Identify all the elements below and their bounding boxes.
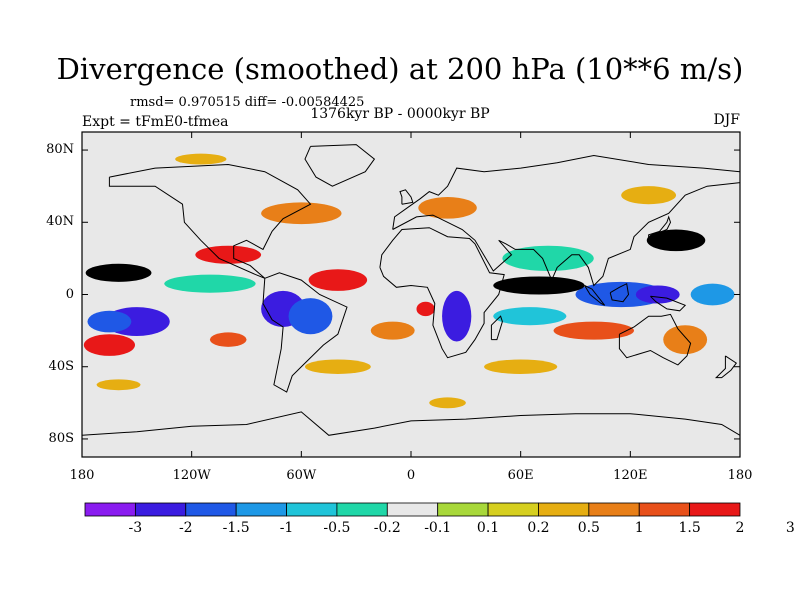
lon-label-6: 180: [727, 468, 753, 483]
lon-label-2: 60W: [286, 468, 317, 483]
axis-ticks: [81, 132, 741, 457]
colorbar-swatch-4: [286, 502, 338, 517]
field-blob-1: [87, 310, 132, 333]
coastline-australia: [618, 313, 692, 366]
colorbar-label-2: -1.5: [222, 520, 250, 536]
coastline-new-zealand: [714, 355, 738, 379]
colorbar-swatch-12: [689, 502, 741, 517]
colorbar-swatch-2: [185, 502, 237, 517]
lon-label-5: 120E: [613, 468, 648, 483]
field-blob-15: [493, 276, 585, 295]
field-blob-7: [690, 283, 735, 306]
field-blob-13: [195, 245, 262, 264]
colorbar-label-6: -0.1: [424, 520, 452, 536]
colorbar-label-10: 1: [634, 520, 644, 536]
divergence-field: [83, 153, 735, 409]
coastline-africa: [379, 227, 505, 359]
colorbar-swatch-9: [538, 502, 590, 517]
coastline-new-guinea: [650, 295, 687, 312]
colorbar-label-11: 1.5: [678, 520, 701, 536]
field-blob-27: [304, 359, 371, 374]
coastline-greenland: [304, 144, 376, 187]
field-blob-24: [418, 197, 477, 219]
lon-label-3: 0: [406, 468, 416, 483]
lat-label-3: 40S: [48, 358, 74, 374]
coastline-sumatra: [584, 285, 606, 306]
field-blob-12: [85, 263, 152, 282]
field-blob-26: [175, 153, 227, 165]
colorbar-swatch-1: [134, 502, 187, 517]
field-blob-21: [663, 325, 708, 355]
field-blob-11: [502, 215, 613, 237]
field-blob-22: [370, 321, 415, 340]
colorbar-label-9: 0.5: [577, 520, 600, 536]
colorbar-swatch-10: [588, 502, 640, 517]
colorbar-swatch-0: [84, 502, 136, 517]
colorbar-label-1: -2: [178, 520, 193, 536]
field-blob-30: [96, 379, 141, 391]
experiment-label: Expt = tFmE0-tfmea: [82, 114, 229, 130]
time-period-label: 1376kyr BP - 0000kyr BP: [310, 106, 490, 122]
lon-label-0: 180: [69, 468, 95, 483]
coastline-indonesia-borneo: [609, 282, 630, 303]
coastline-antarctica: [82, 411, 740, 436]
chart-title: Divergence (smoothed) at 200 hPa (10**6 …: [56, 52, 744, 86]
coastline-japan: [648, 215, 672, 239]
field-blob-17: [416, 301, 435, 317]
coastline-eurasia: [392, 154, 740, 287]
field-blob-10: [502, 245, 594, 272]
field-blob-28: [484, 359, 558, 374]
field-blob-25: [621, 186, 677, 205]
coastline-madagascar: [490, 315, 503, 341]
colorbar-label-12: 2: [735, 520, 745, 536]
lon-label-4: 60E: [507, 468, 534, 483]
coastline-uk: [399, 189, 414, 205]
season-label: DJF: [713, 112, 740, 128]
lat-label-0: 80N: [46, 142, 74, 158]
field-blob-8: [164, 274, 256, 293]
field-blob-20: [553, 321, 634, 340]
field-blob-23: [261, 202, 342, 225]
lat-label-2: 0: [65, 286, 74, 302]
colorbar-swatch-11: [638, 502, 691, 517]
colorbar-label-3: -1: [279, 520, 294, 536]
colorbar-swatch-7: [437, 502, 489, 517]
rmsd-diff-stats: rmsd= 0.970515 diff= -0.00584425: [130, 95, 365, 110]
field-blob-19: [209, 332, 247, 347]
lon-label-1: 120W: [172, 468, 211, 483]
lat-label-4: 80S: [48, 430, 74, 446]
colorbar-label-4: -0.5: [323, 520, 351, 536]
field-blob-3: [288, 298, 333, 335]
colorbar-swatch-3: [235, 502, 287, 517]
field-blob-16: [646, 229, 706, 252]
coastline-south-america: [262, 272, 348, 393]
colorbar-swatch-6: [386, 502, 439, 517]
colorbar-swatch-5: [336, 502, 388, 517]
colorbar: [84, 502, 741, 517]
field-blob-4: [442, 290, 472, 342]
colorbar-label-5: -0.2: [373, 520, 401, 536]
coastline-north-america: [108, 163, 312, 279]
field-blob-29: [429, 397, 466, 409]
colorbar-label-7: 0.1: [476, 520, 500, 536]
coastlines: [82, 144, 740, 436]
lat-label-1: 40N: [46, 214, 74, 230]
field-blob-18: [83, 334, 136, 356]
colorbar-swatch-8: [487, 502, 539, 517]
colorbar-label-8: 0.2: [527, 520, 550, 536]
field-blob-14: [308, 269, 368, 291]
colorbar-label-13: 3: [785, 520, 795, 536]
field-blob-9: [493, 307, 567, 326]
colorbar-label-0: -3: [128, 520, 143, 536]
